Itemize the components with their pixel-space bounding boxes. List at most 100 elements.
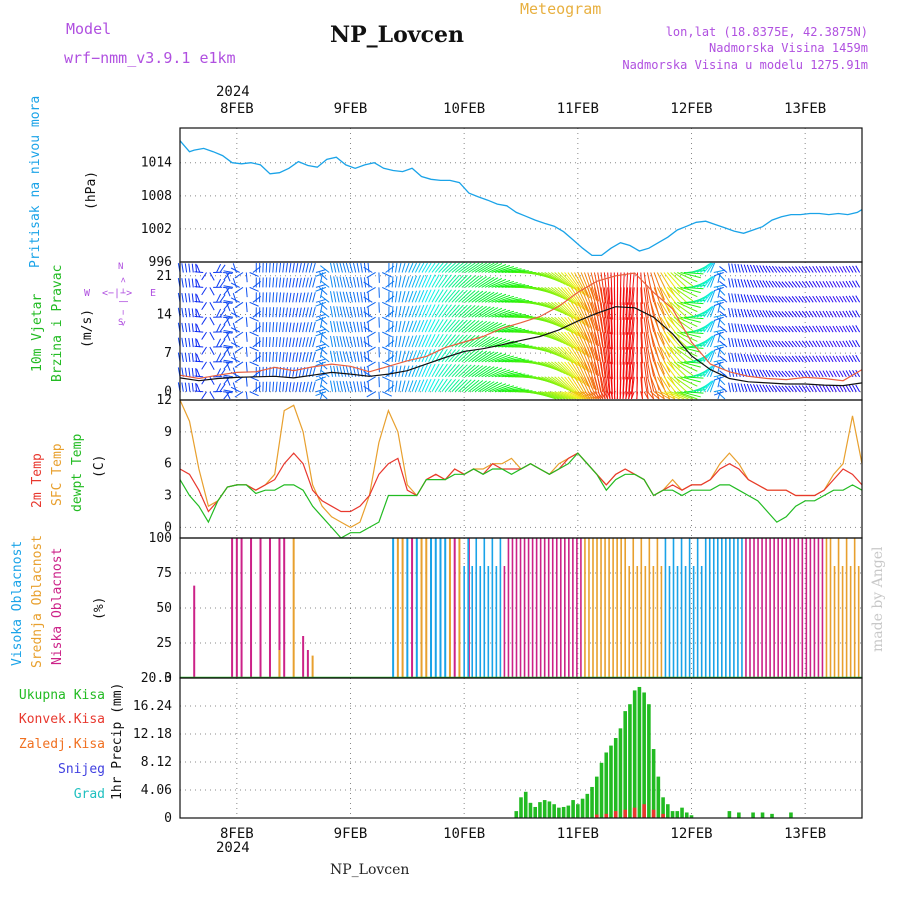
wind-arrow	[781, 326, 788, 333]
wind-arrow	[547, 316, 569, 331]
wind-arrow	[706, 335, 714, 348]
wind-arrow	[640, 287, 644, 319]
wind-arrow	[275, 351, 278, 362]
wind-arrow	[680, 272, 701, 279]
precip-bar	[604, 813, 609, 818]
precip-bar	[514, 811, 519, 818]
wind-arrow	[709, 262, 716, 273]
wind-arrow	[315, 328, 327, 333]
precip-bar	[680, 807, 684, 818]
wind-arrow	[541, 391, 563, 400]
wind-arrow	[713, 391, 724, 396]
wind-arrow	[209, 361, 215, 371]
wind-arrow	[832, 325, 837, 333]
y-tick-label: 1014	[141, 156, 172, 171]
wind-arrow	[481, 307, 499, 318]
wind-arrow	[771, 310, 778, 318]
wind-arrow	[567, 346, 584, 369]
wind-arrow	[302, 292, 306, 303]
wind-arrow	[590, 317, 600, 347]
wind-arrow	[855, 340, 861, 348]
temp-unit: (C)	[92, 454, 107, 478]
wind-arrow	[428, 334, 436, 348]
wind-arrow	[448, 262, 460, 273]
wind-arrow	[223, 301, 231, 311]
wind-arrow	[356, 381, 360, 392]
wind-arrow	[734, 323, 738, 333]
wind-arrow	[225, 361, 231, 371]
wind-arrow	[494, 325, 515, 333]
wind-arrow	[734, 293, 738, 303]
model-name: wrf−nmm_v3.9.1 e1km	[64, 49, 236, 67]
wind-arrow	[320, 280, 330, 288]
wind-arrow	[285, 262, 288, 273]
wind-arrow	[305, 381, 309, 392]
wind-arrow	[808, 340, 814, 348]
wind-arrow	[315, 331, 327, 337]
wind-arrow	[454, 319, 468, 333]
wind-arrow	[191, 308, 194, 318]
wind-arrow	[333, 291, 337, 303]
wind-arrow	[666, 361, 685, 382]
wind-arrow	[421, 289, 428, 303]
wind-arrow	[728, 352, 731, 363]
wind-arrow	[484, 382, 503, 393]
wind-arrow	[700, 351, 712, 363]
wind-arrow	[201, 346, 207, 355]
grid-layer	[180, 128, 862, 819]
wind-arrow	[544, 391, 566, 400]
wind-arrow	[315, 373, 327, 378]
wind-arrow	[731, 278, 735, 288]
wind-arrow	[762, 354, 768, 363]
wind-arrow	[249, 331, 259, 337]
wind-arrow	[788, 340, 794, 348]
wind-arrow	[298, 277, 302, 288]
wind-arrow	[775, 325, 781, 333]
wind-arrow	[551, 346, 572, 363]
wind-arrow	[749, 324, 755, 333]
wind-arrow	[719, 310, 728, 318]
wind-arrow	[363, 385, 373, 393]
wind-arrow	[746, 339, 751, 348]
wind-arrow	[713, 373, 726, 378]
wind-arrow	[753, 294, 758, 303]
wind-arrow	[756, 324, 761, 333]
wind-arrow	[363, 341, 373, 348]
wind-arrow	[713, 284, 726, 288]
dewpt-temp-line	[179, 452, 863, 539]
wind-arrow	[394, 291, 398, 303]
wind-arrow	[822, 355, 827, 363]
wind-arrow	[759, 354, 764, 363]
wind-arrow	[740, 294, 745, 303]
wind-arrow	[677, 361, 698, 372]
wind-arrow	[339, 262, 343, 273]
wind-arrow	[401, 320, 406, 333]
wind-arrow	[196, 383, 201, 392]
wind-arrow	[292, 307, 295, 318]
wind-arrow	[801, 385, 807, 393]
pressure-legend: Pritisak na nivou mora	[28, 95, 43, 268]
wind-arrow	[184, 367, 188, 377]
wind-arrow	[345, 306, 350, 318]
wind-arrow	[275, 277, 278, 288]
precip-bar	[594, 814, 599, 818]
wind-arrow	[600, 317, 606, 349]
wind-arrow	[703, 305, 713, 318]
wind-arrow	[295, 307, 299, 318]
wind-arrow	[191, 338, 194, 348]
wind-compass-w: W	[84, 288, 91, 299]
wind-arrow	[746, 368, 751, 377]
wind-arrow	[360, 336, 363, 348]
wind-arrow	[454, 379, 468, 393]
wind-arrow	[547, 331, 569, 346]
wind-arrow	[491, 279, 511, 288]
wind-arrow	[650, 376, 660, 400]
wind-arrow	[749, 384, 755, 392]
wind-arrow	[822, 340, 827, 348]
wind-arrow	[414, 349, 421, 363]
wind-arrow	[670, 287, 689, 305]
wind-arrow	[305, 337, 309, 348]
wind-arrow	[333, 262, 337, 273]
wind-arrow	[713, 358, 726, 363]
wind-arrow	[795, 385, 801, 393]
